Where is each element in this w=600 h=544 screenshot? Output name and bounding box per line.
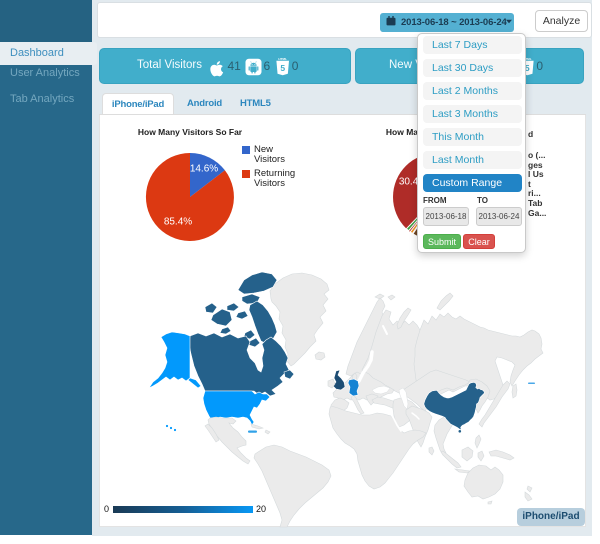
svg-text:HTML: HTML	[523, 57, 532, 61]
svg-text:30.4%: 30.4%	[399, 177, 427, 188]
svg-text:14.6%: 14.6%	[190, 164, 218, 175]
svg-text:5: 5	[525, 63, 530, 73]
svg-text:85.4%: 85.4%	[164, 217, 192, 228]
svg-text:5: 5	[280, 63, 285, 73]
svg-text:HTML: HTML	[278, 57, 287, 61]
